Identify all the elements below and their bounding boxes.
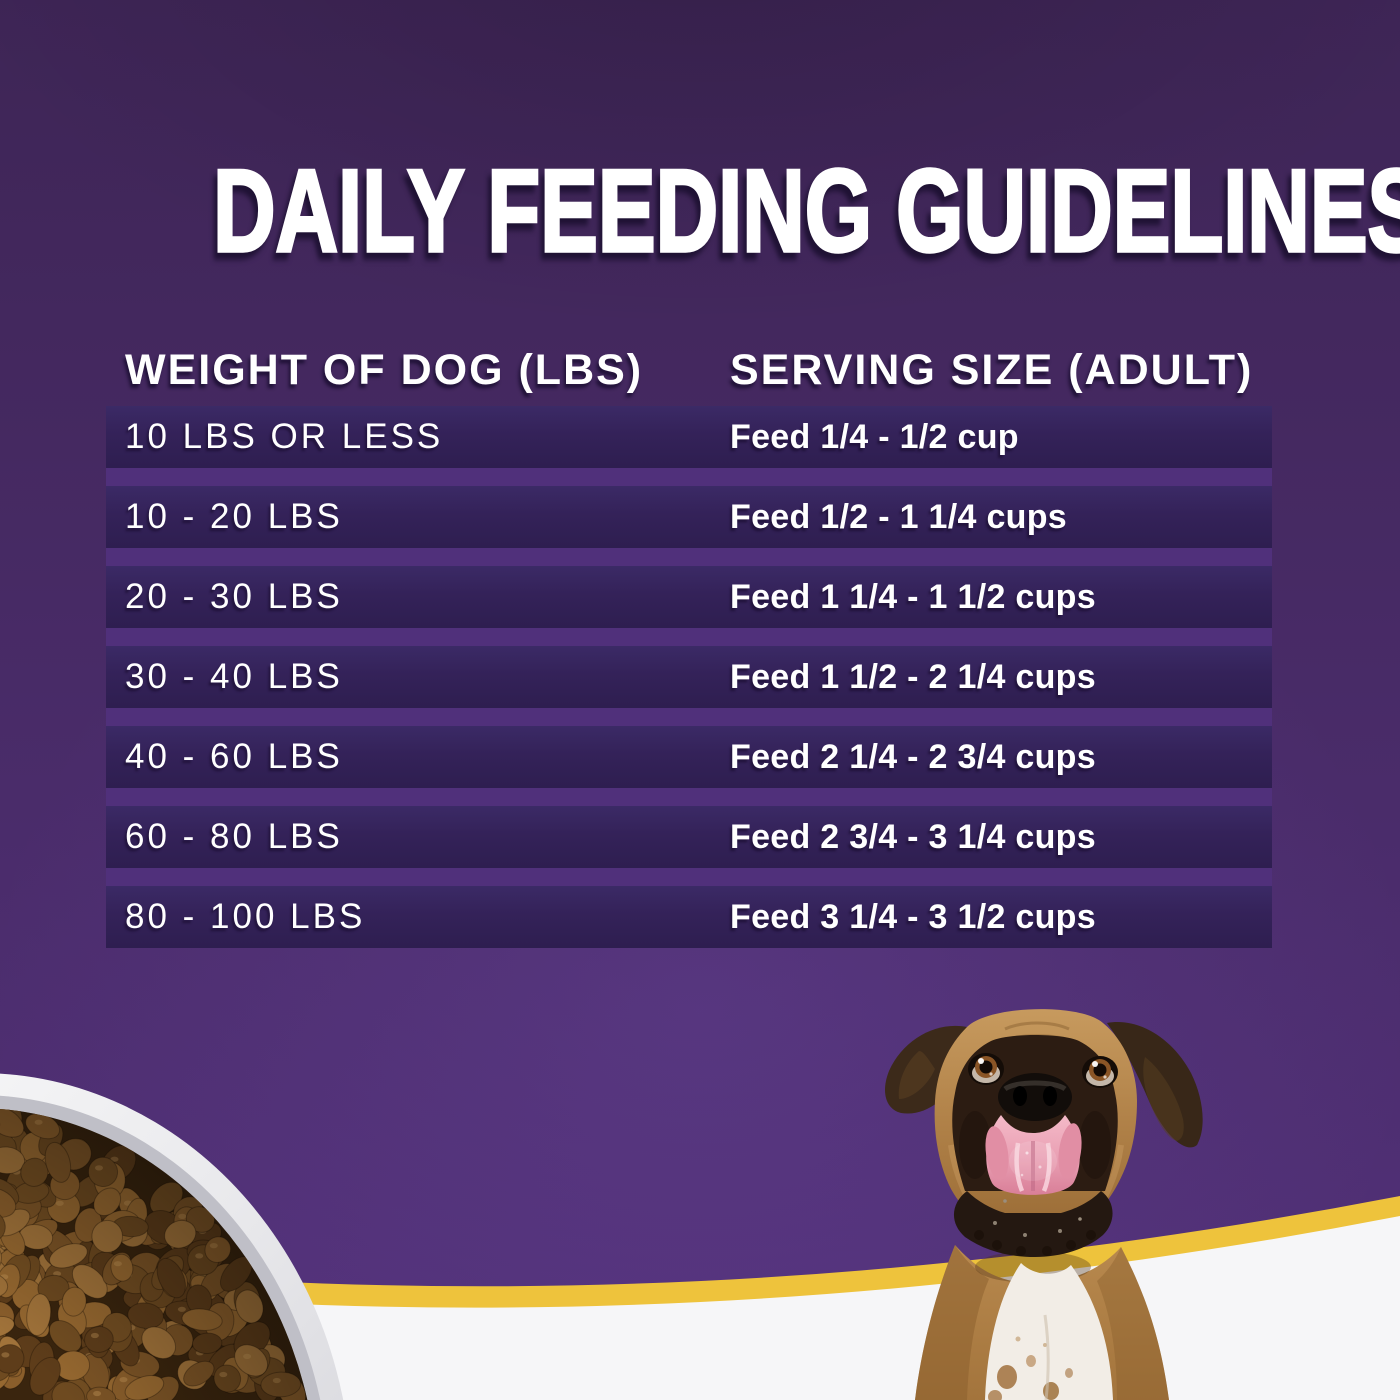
table-row: 30 - 40 LBS Feed 1 1/2 - 2 1/4 cups [106, 646, 1272, 708]
weight-cell: 60 - 80 LBS [125, 817, 343, 856]
column-header-weight: WEIGHT OF DOG (LBS) [125, 346, 644, 394]
kibble-bowl-photo [0, 1073, 344, 1400]
table-row: 80 - 100 LBS Feed 3 1/4 - 3 1/2 cups [106, 886, 1272, 948]
table-header: WEIGHT OF DOG (LBS) SERVING SIZE (ADULT) [106, 346, 1272, 395]
column-header-serving: SERVING SIZE (ADULT) [730, 346, 1254, 394]
weight-cell: 40 - 60 LBS [125, 737, 343, 776]
table-row: 40 - 60 LBS Feed 2 1/4 - 2 3/4 cups [106, 726, 1272, 788]
weight-cell: 30 - 40 LBS [125, 657, 343, 696]
boxer-dog-photo [885, 1009, 1203, 1400]
table-row: 20 - 30 LBS Feed 1 1/4 - 1 1/2 cups [106, 566, 1272, 628]
serving-cell: Feed 1/2 - 1 1/4 cups [730, 497, 1068, 536]
dog-nose [998, 1073, 1072, 1121]
table-row: 10 LBS OR LESS Feed 1/4 - 1/2 cup [106, 406, 1272, 468]
table-row: 10 - 20 LBS Feed 1/2 - 1 1/4 cups [106, 486, 1272, 548]
dog-jowls [953, 1191, 1113, 1257]
weight-cell: 10 - 20 LBS [125, 497, 343, 536]
serving-cell: Feed 2 1/4 - 2 3/4 cups [730, 737, 1096, 776]
dog-eyes [968, 1053, 1118, 1088]
dog-body [915, 1245, 1169, 1400]
weight-cell: 80 - 100 LBS [125, 897, 366, 936]
serving-cell: Feed 2 3/4 - 3 1/4 cups [730, 817, 1096, 856]
page-title: DAILY FEEDING GUIDELINES [0, 145, 1400, 276]
serving-cell: Feed 1/4 - 1/2 cup [730, 417, 1019, 456]
serving-cell: Feed 1 1/4 - 1 1/2 cups [730, 577, 1096, 616]
page-title-text: DAILY FEEDING GUIDELINES [212, 145, 1400, 276]
table-row: 60 - 80 LBS Feed 2 3/4 - 3 1/4 cups [106, 806, 1272, 868]
weight-cell: 20 - 30 LBS [125, 577, 343, 616]
dog-white-chest [985, 1263, 1113, 1400]
serving-cell: Feed 3 1/4 - 3 1/2 cups [730, 897, 1096, 936]
dog-tongue [985, 1115, 1082, 1195]
weight-cell: 10 LBS OR LESS [125, 417, 444, 456]
dog-head [934, 1009, 1137, 1257]
feeding-table: 10 LBS OR LESS Feed 1/4 - 1/2 cup 10 - 2… [106, 406, 1272, 948]
serving-cell: Feed 1 1/2 - 2 1/4 cups [730, 657, 1096, 696]
